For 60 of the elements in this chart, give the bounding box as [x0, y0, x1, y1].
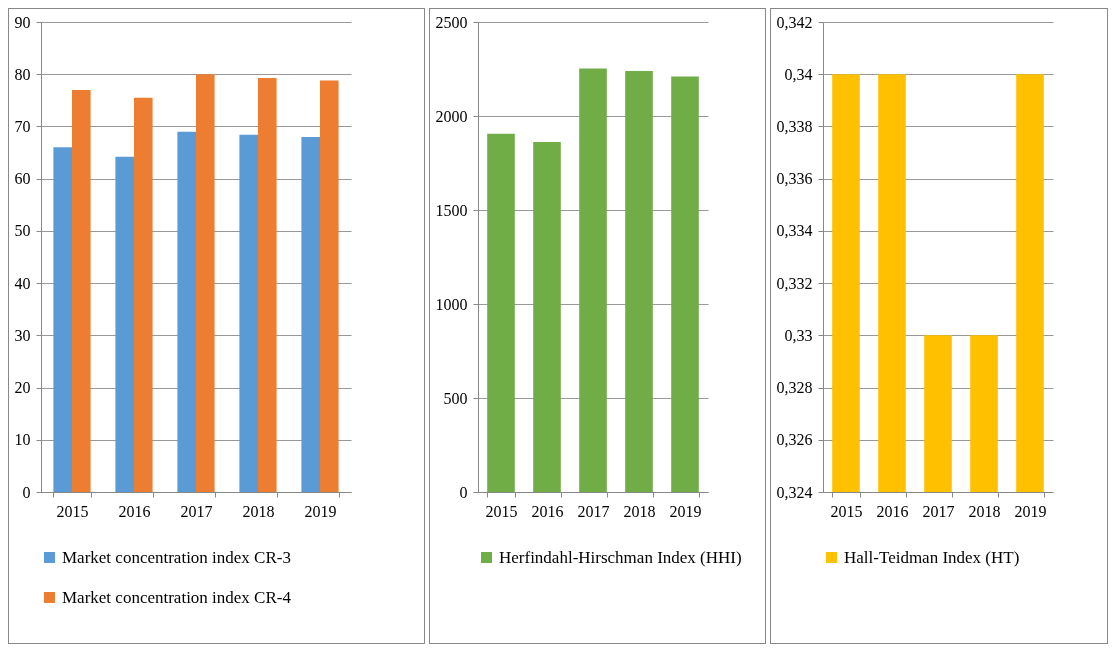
- x-tick-label: 2018: [968, 502, 1001, 520]
- y-tick-label: 0: [22, 483, 31, 501]
- y-tick-label: 10: [14, 431, 31, 449]
- y-tick-label: 0,324: [776, 483, 813, 501]
- bar: [579, 68, 607, 492]
- x-tick-label: 2019: [1014, 502, 1047, 520]
- y-tick-label: 2000: [435, 107, 468, 125]
- y-tick-label: 0,336: [776, 170, 813, 188]
- bar: [671, 76, 699, 492]
- bar: [239, 134, 258, 492]
- bar: [625, 71, 653, 492]
- y-tick-label: 0,342: [776, 13, 813, 31]
- x-tick-label: 2016: [531, 502, 564, 520]
- y-tick-label: 60: [14, 170, 31, 188]
- bar: [301, 136, 320, 492]
- legend-label: Hall-Teidman Index (HT): [844, 547, 1020, 567]
- y-tick-label: 40: [14, 274, 31, 292]
- x-tick-label: 2016: [118, 502, 151, 520]
- y-tick-label: 90: [14, 13, 31, 31]
- y-tick-label: 20: [14, 379, 31, 397]
- y-tick-label: 0,34: [784, 65, 813, 83]
- y-tick-label: 1000: [435, 295, 468, 313]
- y-tick-label: 80: [14, 65, 31, 83]
- y-tick-label: 0,326: [776, 431, 813, 449]
- y-tick-label: 2500: [435, 13, 468, 31]
- y-tick-label: 30: [14, 326, 31, 344]
- bar: [487, 133, 515, 492]
- x-tick-label: 2018: [623, 502, 656, 520]
- x-tick-label: 2015: [56, 502, 89, 520]
- bar: [196, 74, 215, 492]
- bar: [134, 97, 153, 492]
- y-tick-label: 1500: [435, 201, 468, 219]
- y-tick-label: 50: [14, 222, 31, 240]
- y-tick-label: 0,328: [776, 379, 813, 397]
- x-tick-label: 2017: [180, 502, 213, 520]
- x-tick-label: 2016: [876, 502, 909, 520]
- y-tick-label: 0,338: [776, 117, 813, 135]
- x-tick-label: 2017: [922, 502, 955, 520]
- bar: [258, 77, 277, 492]
- legend-label: Market concentration index CR-4: [62, 587, 292, 607]
- bar: [53, 147, 72, 492]
- y-tick-label: 0: [459, 483, 468, 501]
- legend-label: Market concentration index CR-3: [62, 547, 291, 567]
- y-tick-label: 500: [443, 389, 468, 407]
- x-tick-label: 2019: [669, 502, 702, 520]
- x-tick-label: 2015: [485, 502, 518, 520]
- y-tick-label: 70: [14, 117, 31, 135]
- bar: [72, 89, 91, 492]
- bar: [115, 156, 134, 492]
- legend-label: Herfindahl-Hirschman Index (HHI): [498, 547, 742, 567]
- x-tick-label: 2017: [577, 502, 610, 520]
- x-tick-label: 2015: [830, 502, 863, 520]
- x-tick-label: 2019: [304, 502, 337, 520]
- bar: [533, 141, 561, 492]
- bar: [320, 80, 339, 492]
- y-tick-label: 0,33: [784, 326, 813, 344]
- bar: [177, 131, 196, 492]
- x-tick-label: 2018: [242, 502, 275, 520]
- y-tick-label: 0,332: [776, 274, 813, 292]
- y-tick-label: 0,334: [776, 222, 813, 240]
